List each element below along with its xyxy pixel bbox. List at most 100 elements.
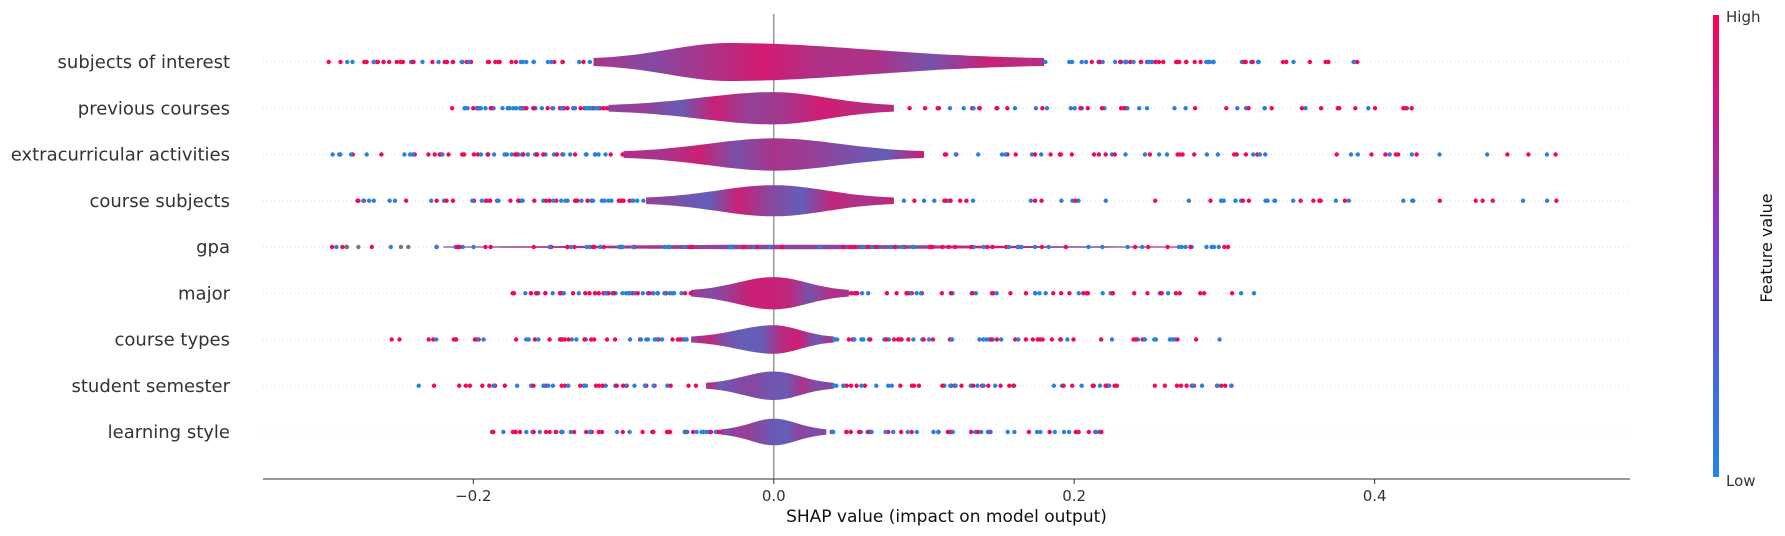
feature-label: course subjects [89,191,230,212]
data-point [562,383,568,388]
data-point [513,59,519,65]
data-point [1059,198,1064,203]
data-point [921,198,927,203]
data-point [513,337,519,342]
data-point [1178,383,1184,388]
data-point [852,244,857,250]
data-point [1086,244,1091,250]
feature-label: student semester [71,376,230,397]
data-point [940,244,945,250]
data-point [1138,59,1144,65]
data-point [853,291,859,296]
data-point [921,337,926,342]
data-point [914,429,919,435]
data-point [550,383,556,388]
data-point [1153,59,1158,65]
data-point [1058,337,1063,342]
data-point [511,291,517,296]
data-point [1224,106,1229,111]
data-point [1156,59,1162,65]
data-point [851,337,857,342]
data-point [1208,198,1213,203]
data-point [453,337,459,342]
data-point [627,337,633,342]
data-point [897,337,902,342]
data-point [950,429,955,435]
data-point [1029,152,1035,157]
data-point [1039,198,1044,203]
x-tick-label: 0.2 [1062,487,1086,505]
data-point [627,291,632,296]
data-point [545,59,551,65]
data-point [587,429,593,435]
data-point [587,59,593,65]
data-point [684,337,689,342]
data-point [1067,59,1072,65]
data-point [1223,383,1228,388]
feature-label: major [178,283,231,304]
data-point [693,383,699,388]
data-point [1251,291,1257,296]
data-point [1272,198,1278,203]
data-point [1311,198,1316,203]
data-point [1215,152,1221,157]
data-point [831,383,837,388]
data-point [665,383,670,388]
data-point [583,152,589,157]
data-point [1048,152,1053,157]
data-point [948,291,954,296]
data-point [681,244,687,250]
data-point [537,429,542,435]
data-point [1243,152,1249,157]
data-point [1034,429,1040,435]
data-point [1132,244,1138,250]
data-point [647,291,652,296]
data-point [1079,383,1084,388]
data-point [947,106,953,111]
data-point [1072,106,1077,111]
data-point [1066,429,1072,435]
data-point [366,198,372,203]
data-point [688,244,693,250]
data-point [1183,106,1188,111]
data-point [968,244,974,250]
data-point [1193,337,1199,342]
data-point [509,152,514,157]
data-point [1298,198,1303,203]
data-point [446,152,451,157]
data-point [1086,429,1092,435]
data-point [1192,59,1197,65]
data-point [981,244,986,250]
data-point [337,152,342,157]
data-point [589,337,594,342]
data-point [559,383,564,388]
data-point [572,244,577,250]
data-point [488,106,493,111]
data-point [416,383,421,388]
data-point [565,106,570,111]
data-point [434,198,439,203]
data-point [911,383,917,388]
data-point [491,429,496,435]
x-axis-title: SHAP value (impact on model output) [786,507,1107,527]
data-point [400,59,406,65]
data-point [403,198,409,203]
data-point [1170,337,1175,342]
data-point [1040,106,1045,111]
colorbar-low-label: Low [1726,472,1756,490]
data-point [1372,106,1378,111]
data-point [1085,106,1091,111]
data-point [481,337,486,342]
data-point [549,59,554,65]
data-point [471,244,476,250]
data-point [1156,152,1162,157]
data-point [977,337,982,342]
data-point [964,198,969,203]
data-point [1257,152,1263,157]
data-point [1100,59,1105,65]
data-point [1190,383,1195,388]
data-point [1043,291,1048,296]
data-point [398,244,404,250]
data-point [1165,291,1171,296]
data-point [364,152,369,157]
